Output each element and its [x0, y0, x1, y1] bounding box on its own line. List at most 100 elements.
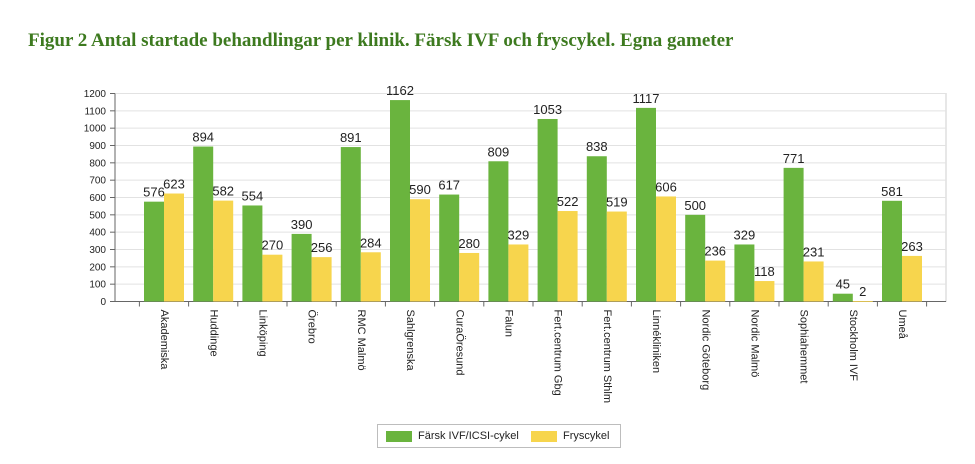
data-label: 329: [508, 227, 530, 242]
data-label: 500: [684, 198, 706, 213]
bar: [360, 252, 381, 302]
y-tick-label: 500: [89, 210, 106, 221]
bar: [340, 147, 361, 302]
chart-legend: Färsk IVF/ICSI-cykel Fryscykel: [377, 424, 621, 448]
x-tick-label: Nordic Malmö: [748, 310, 760, 378]
data-label: 270: [262, 238, 284, 253]
bar: [882, 200, 902, 302]
bar: [459, 252, 480, 302]
x-tick-label: RMC Malmö: [355, 310, 367, 371]
data-label: 522: [557, 194, 579, 209]
data-label: 236: [704, 244, 726, 259]
bar: [242, 205, 263, 302]
y-tick-label: 300: [89, 245, 106, 256]
bar: [439, 194, 460, 302]
data-label: 263: [901, 239, 923, 254]
x-tick-label: Huddinge: [207, 310, 219, 357]
bar: [508, 244, 529, 302]
bar: [783, 167, 804, 302]
bar: [832, 293, 853, 302]
data-label: 256: [311, 240, 333, 255]
data-label: 45: [836, 277, 850, 292]
y-tick-label: 700: [89, 176, 106, 187]
data-label: 1117: [633, 91, 660, 106]
data-label: 1053: [533, 102, 562, 117]
x-tick-label: CuraÖresund: [453, 310, 465, 376]
legend-swatch-frozen: [531, 431, 557, 442]
bar: [144, 201, 164, 302]
data-label: 771: [783, 151, 805, 166]
bar: [636, 107, 656, 302]
data-label: 2: [859, 284, 866, 299]
bar: [754, 281, 775, 302]
y-tick-label: 1100: [84, 106, 106, 117]
legend-swatch-fresh: [386, 431, 412, 442]
bar: [685, 214, 706, 302]
x-tick-label: Sahlgrenska: [404, 310, 416, 372]
data-label: 519: [606, 195, 628, 210]
bar: [537, 118, 558, 302]
bar: [291, 233, 312, 302]
bar: [705, 260, 726, 302]
bar: [213, 200, 234, 302]
y-tick-label: 0: [100, 297, 106, 308]
y-tick-label: 100: [89, 280, 106, 291]
x-tick-label: Örebro: [306, 310, 318, 344]
data-label: 838: [586, 139, 608, 154]
data-label: 617: [438, 178, 460, 193]
figure-title: Figur 2 Antal startade behandlingar per …: [28, 30, 734, 51]
data-label: 554: [242, 188, 264, 203]
y-tick-label: 1200: [84, 89, 107, 100]
data-label: 118: [754, 264, 775, 279]
data-label: 390: [291, 217, 313, 232]
data-label: 891: [340, 130, 362, 145]
data-label: 809: [488, 144, 510, 159]
bar: [586, 156, 607, 302]
data-label: 280: [458, 236, 480, 251]
y-tick-label: 600: [89, 193, 106, 204]
y-tick-label: 800: [89, 158, 106, 169]
x-tick-label: Linköping: [256, 310, 268, 357]
bar-chart: 0 100 200 300 400 500 600 700 800 900 1000 1100 1200…: [84, 83, 947, 404]
bar: [488, 161, 509, 302]
bar: [311, 257, 332, 302]
legend-label-frozen: Fryscykel: [563, 430, 610, 442]
data-label: 894: [192, 130, 214, 145]
x-tick-label: Sophiahemmet: [798, 310, 810, 384]
data-label: 590: [409, 182, 431, 197]
bar: [734, 244, 755, 302]
y-tick-label: 900: [89, 141, 106, 152]
x-tick-label: Stockholm IVF: [847, 310, 859, 382]
data-label: 284: [360, 235, 382, 250]
x-tick-label: Fert.centrum Gbg: [552, 310, 564, 396]
x-tick-label: Nordic Göteborg: [699, 310, 711, 391]
bar: [390, 100, 410, 302]
bar: [557, 211, 578, 302]
data-label: 329: [734, 227, 756, 242]
x-tick-label: Falun: [502, 310, 514, 338]
data-label: 576: [143, 185, 165, 200]
bar: [852, 301, 873, 302]
x-tick-label: Fert.centrum Sthlm: [601, 310, 613, 404]
y-tick-label: 400: [89, 228, 106, 239]
bar: [606, 211, 627, 302]
data-label: 581: [881, 184, 903, 199]
bar: [410, 199, 430, 302]
bar: [656, 196, 676, 302]
data-label: 623: [163, 177, 185, 192]
data-label: 582: [212, 184, 234, 199]
bar: [193, 146, 214, 302]
data-label: 231: [803, 244, 825, 259]
x-tick-label: Linnékliniken: [650, 310, 662, 374]
x-tick-label: Umeå: [896, 310, 908, 340]
y-tick-label: 1000: [84, 124, 107, 135]
legend-label-fresh: Färsk IVF/ICSI-cykel: [418, 430, 519, 442]
data-label: 606: [655, 179, 677, 194]
x-tick-label: Akademiska: [158, 310, 170, 371]
data-label: 1162: [386, 83, 414, 98]
bar: [164, 193, 184, 302]
bar: [902, 255, 922, 302]
y-tick-label: 200: [89, 262, 106, 273]
bar: [262, 254, 283, 302]
bar: [803, 261, 824, 302]
